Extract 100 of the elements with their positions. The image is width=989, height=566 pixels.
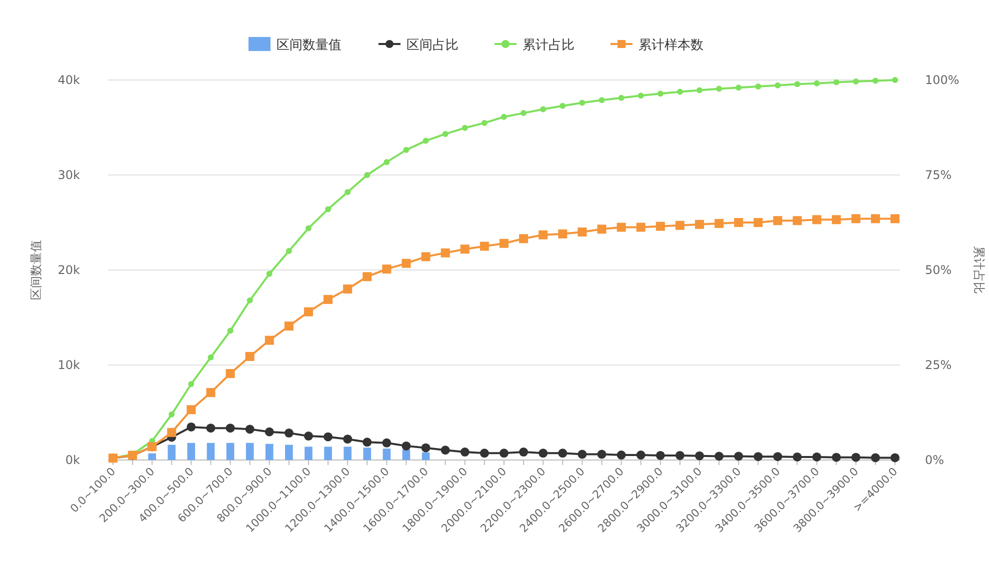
point bbox=[754, 452, 763, 462]
point bbox=[773, 216, 782, 226]
point bbox=[656, 222, 665, 231]
point bbox=[324, 294, 333, 304]
point bbox=[734, 452, 744, 461]
point bbox=[284, 322, 294, 331]
point bbox=[304, 307, 313, 316]
point bbox=[754, 218, 763, 227]
point bbox=[519, 234, 528, 244]
point bbox=[696, 87, 702, 94]
point bbox=[890, 453, 900, 462]
point bbox=[481, 120, 488, 126]
point bbox=[226, 369, 235, 378]
point bbox=[558, 448, 568, 458]
point bbox=[578, 450, 587, 459]
point bbox=[657, 90, 664, 97]
point bbox=[832, 215, 841, 224]
point bbox=[540, 106, 546, 112]
point bbox=[227, 328, 234, 334]
y2-tick-label: 25% bbox=[925, 358, 952, 372]
point bbox=[186, 422, 196, 432]
point bbox=[812, 452, 822, 462]
point bbox=[755, 83, 762, 90]
point bbox=[501, 114, 507, 120]
point bbox=[208, 354, 214, 360]
point bbox=[442, 130, 448, 137]
point bbox=[245, 424, 254, 434]
point bbox=[832, 452, 841, 462]
legend-label: 累计样本数 bbox=[638, 38, 704, 53]
point bbox=[794, 81, 800, 88]
point bbox=[460, 244, 470, 254]
point bbox=[675, 220, 684, 230]
point bbox=[362, 272, 372, 282]
point bbox=[851, 214, 860, 224]
point bbox=[462, 124, 468, 131]
point bbox=[578, 228, 587, 236]
point bbox=[774, 82, 781, 88]
point bbox=[872, 78, 878, 84]
point bbox=[362, 438, 372, 447]
y2-tick-label: 100% bbox=[925, 73, 960, 87]
point bbox=[616, 222, 626, 232]
point bbox=[792, 216, 802, 226]
point bbox=[618, 94, 624, 101]
y2-tick-label: 50% bbox=[925, 263, 952, 277]
point bbox=[266, 270, 272, 277]
legend-label: 累计占比 bbox=[522, 38, 574, 53]
point bbox=[519, 448, 528, 457]
point bbox=[206, 388, 216, 398]
point bbox=[773, 452, 782, 462]
point bbox=[188, 381, 194, 387]
point bbox=[558, 229, 568, 238]
legend-label: 区间数量值 bbox=[276, 38, 342, 53]
y-tick-label: 0k bbox=[65, 453, 80, 467]
point bbox=[636, 222, 646, 232]
point bbox=[814, 80, 820, 86]
point bbox=[714, 452, 724, 461]
point bbox=[500, 238, 508, 248]
y-axis-title: 区间数量值 bbox=[29, 240, 43, 300]
point bbox=[597, 450, 606, 459]
point bbox=[264, 427, 274, 436]
point bbox=[460, 448, 470, 457]
point bbox=[422, 138, 429, 144]
point bbox=[324, 432, 333, 442]
point bbox=[833, 79, 840, 86]
point bbox=[560, 102, 566, 109]
point bbox=[364, 172, 370, 178]
point bbox=[344, 189, 351, 196]
point bbox=[812, 215, 822, 224]
point bbox=[870, 214, 880, 224]
y2-axis-title: 累计占比 bbox=[972, 246, 986, 294]
point bbox=[480, 448, 489, 458]
point bbox=[440, 248, 450, 258]
point bbox=[421, 252, 430, 262]
point bbox=[384, 159, 390, 166]
point bbox=[520, 110, 527, 116]
legend-label: 区间占比 bbox=[406, 38, 458, 53]
point bbox=[325, 206, 332, 212]
y2-tick-label: 0% bbox=[925, 453, 944, 467]
point bbox=[264, 336, 274, 345]
point bbox=[403, 146, 410, 153]
point bbox=[638, 92, 644, 99]
point bbox=[304, 432, 313, 441]
point bbox=[676, 88, 683, 95]
point bbox=[792, 452, 802, 462]
point bbox=[306, 225, 312, 232]
point bbox=[480, 242, 489, 251]
point bbox=[286, 248, 292, 254]
point bbox=[736, 84, 742, 91]
point bbox=[852, 78, 859, 85]
point bbox=[714, 218, 724, 228]
point bbox=[734, 218, 744, 227]
point bbox=[343, 284, 352, 294]
point bbox=[226, 424, 235, 433]
point bbox=[538, 230, 548, 240]
point bbox=[421, 443, 430, 452]
point bbox=[579, 100, 586, 106]
point bbox=[870, 453, 880, 462]
point bbox=[402, 258, 411, 268]
point bbox=[716, 86, 722, 92]
point bbox=[186, 405, 196, 414]
